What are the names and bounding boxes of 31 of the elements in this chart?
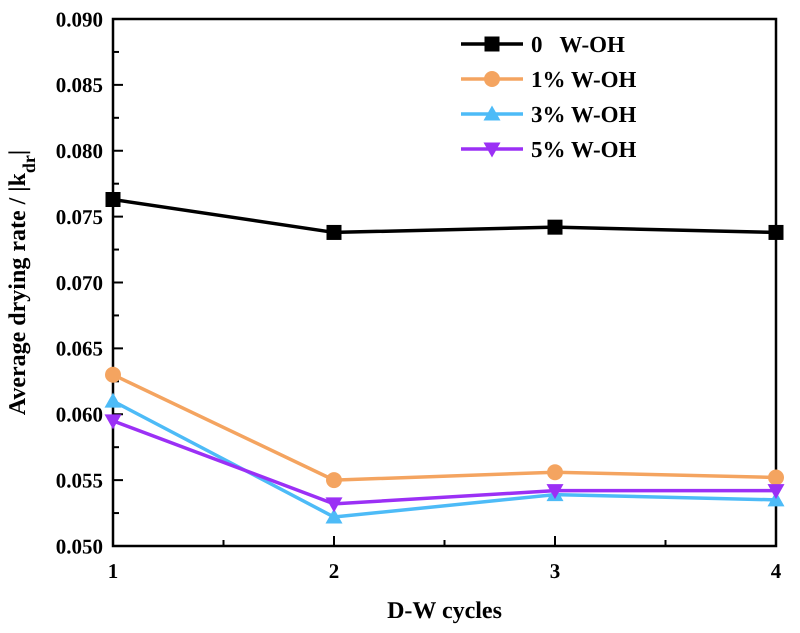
x-tick-label: 4	[770, 559, 782, 583]
y-tick-label: 0.090	[56, 7, 103, 32]
legend-label: 5% W-OH	[531, 137, 637, 162]
point	[104, 414, 122, 430]
y-tick-label: 0.080	[56, 139, 103, 164]
legend-label: 1% W-OH	[531, 67, 637, 92]
legend-label: 3% W-OH	[531, 102, 637, 128]
y-tick-label: 0.050	[56, 534, 103, 558]
y-tick-label: 0.055	[56, 468, 103, 492]
point	[326, 224, 342, 240]
point	[768, 224, 784, 240]
x-tick-label: 3	[550, 559, 560, 583]
y-tick-label: 0.070	[56, 270, 103, 295]
point	[768, 484, 784, 500]
legend-label: 0 W-OH	[531, 32, 626, 58]
point	[326, 508, 342, 524]
point	[105, 366, 121, 383]
x-axis-title: D-W cycles	[387, 598, 502, 624]
x-tick-label: 1	[108, 559, 118, 583]
point	[768, 469, 784, 486]
x-tick-label: 2	[328, 559, 340, 583]
point	[104, 392, 122, 408]
point	[106, 192, 120, 207]
y-tick-label: 0.075	[56, 204, 103, 229]
point	[547, 464, 563, 480]
point	[326, 472, 342, 488]
y-tick-label: 0.060	[56, 402, 103, 427]
point	[548, 220, 562, 235]
point	[326, 497, 342, 512]
y-tick-label: 0.065	[56, 336, 103, 361]
y-tick-label: 0.085	[56, 73, 103, 98]
